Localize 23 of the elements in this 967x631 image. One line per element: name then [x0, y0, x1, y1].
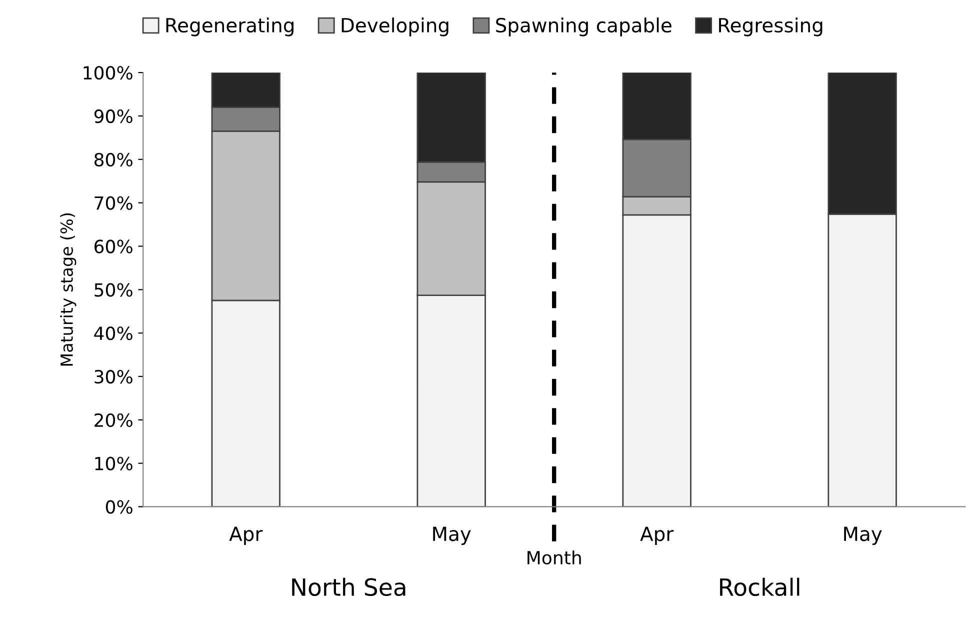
y-tick-label: 50%	[94, 283, 132, 297]
y-tick-label: 10%	[95, 456, 132, 470]
y-tick-label: 100%	[84, 66, 132, 80]
x-tick-label: Apr	[640, 526, 674, 545]
x-tick-label: Apr	[229, 526, 263, 545]
text: North Sea	[292, 578, 406, 596]
y-tick-label: 80%	[94, 152, 132, 167]
x-tick-label: May	[844, 526, 882, 545]
y-tick-label: 90%	[94, 109, 132, 124]
legend-label: Developing	[342, 18, 448, 36]
y-tick-label: 20%	[94, 413, 132, 427]
y-tick-label: 60%	[94, 240, 132, 254]
y-tick-label: 0%	[106, 500, 132, 514]
x-axis-title: Month	[528, 550, 581, 564]
y-tick-label: 70%	[94, 196, 132, 210]
text: Rockall	[720, 578, 800, 596]
legend-label: Regenerating	[166, 18, 294, 36]
y-axis-title: Maturity stage (%)	[60, 213, 76, 366]
y-tick-label: 40%	[94, 326, 132, 340]
legend-label: Regressing	[719, 18, 822, 36]
x-tick-label: May	[433, 526, 471, 545]
legend-label: Spawning capable	[496, 18, 672, 36]
y-tick-label: 30%	[94, 370, 132, 384]
